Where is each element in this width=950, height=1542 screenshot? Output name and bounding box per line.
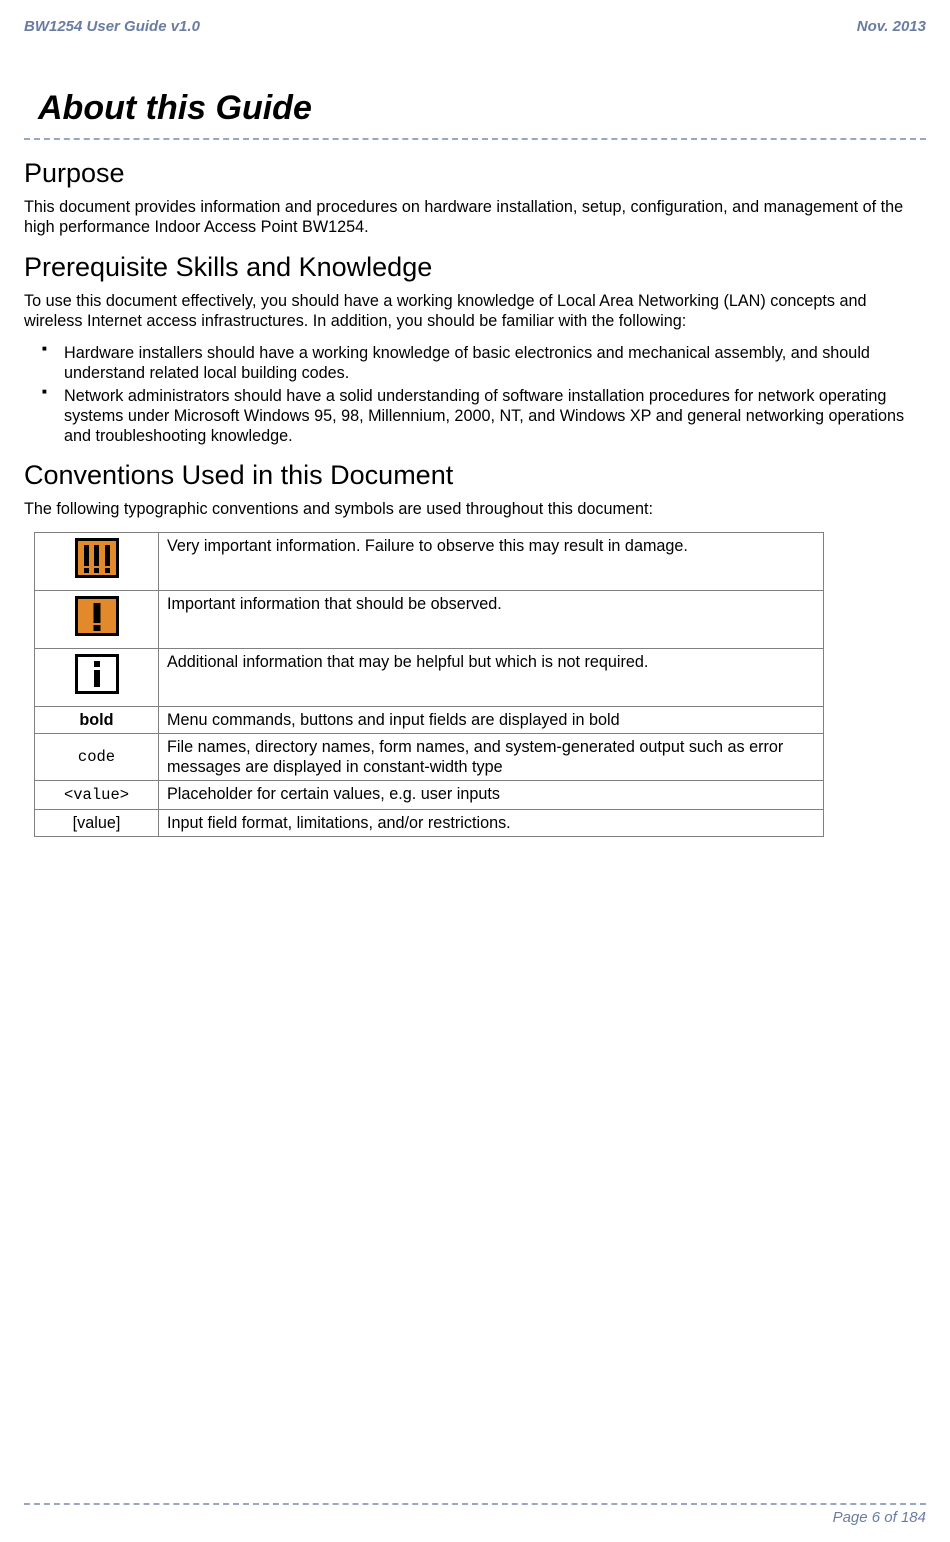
desc-cell: Input field format, limitations, and/or … bbox=[159, 809, 824, 836]
table-row: bold Menu commands, buttons and input fi… bbox=[35, 706, 824, 733]
list-item: Hardware installers should have a workin… bbox=[46, 343, 926, 384]
symbol-cell: [value] bbox=[35, 809, 159, 836]
divider bbox=[24, 138, 926, 140]
chapter-title: About this Guide bbox=[38, 89, 926, 128]
symbol-cell bbox=[35, 532, 159, 590]
page-header: BW1254 User Guide v1.0 Nov. 2013 bbox=[24, 18, 926, 35]
table-row: Additional information that may be helpf… bbox=[35, 648, 824, 706]
section-conventions-intro: The following typographic conventions an… bbox=[24, 499, 926, 519]
warning-triple-icon bbox=[75, 538, 119, 578]
table-row: <value> Placeholder for certain values, … bbox=[35, 781, 824, 809]
symbol-cell bbox=[35, 590, 159, 648]
divider bbox=[24, 1503, 926, 1505]
desc-cell: Important information that should be obs… bbox=[159, 590, 824, 648]
symbol-bracket: [value] bbox=[73, 814, 121, 832]
doc-title: BW1254 User Guide v1.0 bbox=[24, 18, 200, 35]
table-row: code File names, directory names, form n… bbox=[35, 733, 824, 781]
doc-date: Nov. 2013 bbox=[857, 18, 926, 35]
symbol-bold: bold bbox=[79, 711, 113, 729]
section-prereq-heading: Prerequisite Skills and Knowledge bbox=[24, 252, 926, 283]
table-row: Important information that should be obs… bbox=[35, 590, 824, 648]
symbol-cell: code bbox=[35, 733, 159, 781]
warning-single-icon bbox=[75, 596, 119, 636]
conventions-table: Very important information. Failure to o… bbox=[34, 532, 824, 837]
table-row: [value] Input field format, limitations,… bbox=[35, 809, 824, 836]
table-row: Very important information. Failure to o… bbox=[35, 532, 824, 590]
symbol-code: code bbox=[78, 748, 115, 766]
list-item: Network administrators should have a sol… bbox=[46, 386, 926, 447]
section-prereq-intro: To use this document effectively, you sh… bbox=[24, 291, 926, 332]
page-number: Page 6 of 184 bbox=[24, 1509, 926, 1526]
desc-cell: File names, directory names, form names,… bbox=[159, 733, 824, 781]
desc-cell: Very important information. Failure to o… bbox=[159, 532, 824, 590]
symbol-value: <value> bbox=[64, 786, 129, 804]
desc-cell: Placeholder for certain values, e.g. use… bbox=[159, 781, 824, 809]
symbol-cell: <value> bbox=[35, 781, 159, 809]
symbol-cell bbox=[35, 648, 159, 706]
prereq-bullet-list: Hardware installers should have a workin… bbox=[24, 343, 926, 446]
section-purpose-heading: Purpose bbox=[24, 158, 926, 189]
page-footer: Page 6 of 184 bbox=[24, 1503, 926, 1526]
info-icon bbox=[75, 654, 119, 694]
symbol-cell: bold bbox=[35, 706, 159, 733]
desc-cell: Additional information that may be helpf… bbox=[159, 648, 824, 706]
desc-cell: Menu commands, buttons and input fields … bbox=[159, 706, 824, 733]
section-conventions-heading: Conventions Used in this Document bbox=[24, 460, 926, 491]
section-purpose-body: This document provides information and p… bbox=[24, 197, 926, 238]
